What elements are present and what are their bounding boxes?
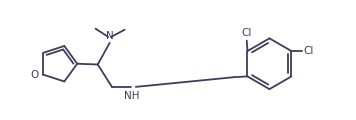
Text: Cl: Cl bbox=[241, 28, 252, 38]
Text: NH: NH bbox=[124, 91, 139, 101]
Text: O: O bbox=[30, 70, 38, 80]
Text: Cl: Cl bbox=[303, 46, 314, 56]
Text: N: N bbox=[106, 31, 114, 41]
